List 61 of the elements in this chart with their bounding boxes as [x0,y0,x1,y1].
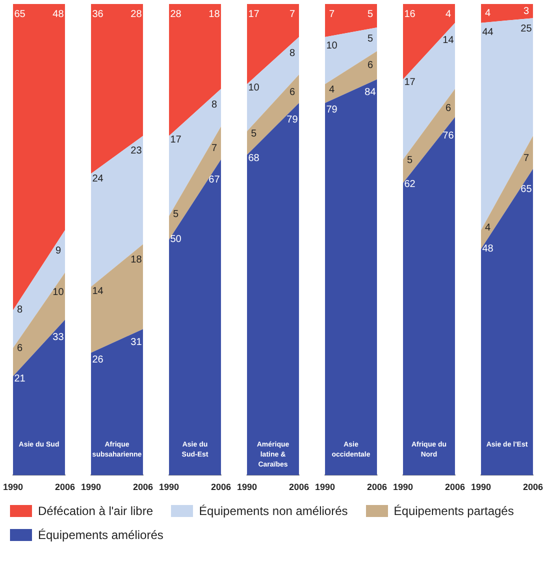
data-label: 6 [367,60,374,72]
data-label: 4 [328,84,335,96]
data-label: 84 [364,87,376,98]
data-label: 18 [130,254,142,266]
data-label: 5 [172,209,179,220]
data-label: 17 [248,8,260,20]
legend-label: Défécation à l'air libre [38,504,154,518]
data-label: 4 [445,8,452,20]
data-label: 10 [248,82,260,94]
legend-label: Équipements améliorés [38,528,164,542]
data-label: 14 [442,34,454,46]
x-tick-label: 1990 [470,482,492,492]
x-tick-label: 2006 [444,482,466,492]
data-label: 25 [520,24,532,34]
x-tick-label: 1990 [158,482,180,492]
data-label: 8 [211,100,218,111]
data-label: 17 [404,76,416,88]
data-label: 17 [170,134,182,146]
data-label: 79 [326,104,338,116]
data-label: 50 [170,234,182,245]
x-tick-label: 2006 [522,482,544,492]
data-label: 6 [289,86,296,98]
data-label: 6 [445,102,452,114]
data-label: 5 [250,128,257,140]
x-tick-label: 1990 [314,482,336,492]
x-tick-label: 1990 [236,482,258,492]
x-tick-label: 1990 [80,482,102,492]
data-label: 24 [92,173,104,184]
data-label: 44 [482,26,494,38]
data-label: 8 [289,48,296,59]
data-label: 10 [326,40,338,52]
data-label: 28 [170,8,182,20]
data-label: 6 [16,342,23,354]
data-label: 7 [211,142,218,154]
x-tick-label: 2006 [210,482,232,492]
legend-label: Équipements non améliorés [199,504,348,518]
data-label: 21 [14,374,26,385]
legend-label: Équipements partagés [394,504,514,518]
data-label: 48 [482,243,494,254]
x-tick-label: 2006 [366,482,388,492]
x-tick-label: 1990 [2,482,24,492]
data-label: 62 [404,179,416,190]
data-label: 14 [92,286,104,297]
data-label: 79 [286,114,298,126]
data-label: 18 [208,8,220,20]
data-label: 68 [248,152,260,164]
x-tick-label: 2006 [288,482,310,492]
data-label: 67 [208,174,220,186]
x-tick-label: 2006 [132,482,154,492]
x-tick-label: 2006 [54,482,76,492]
data-label: 7 [289,8,296,20]
data-label: 65 [520,184,532,196]
data-label: 26 [92,354,104,366]
data-label: 16 [404,8,416,20]
data-label: 76 [442,130,454,142]
data-label: 33 [52,332,64,343]
x-tick-label: 1990 [392,482,414,492]
data-label: 4 [484,222,491,234]
data-label: 31 [130,336,142,348]
data-label: 7 [523,152,530,164]
data-label: 5 [406,155,413,166]
